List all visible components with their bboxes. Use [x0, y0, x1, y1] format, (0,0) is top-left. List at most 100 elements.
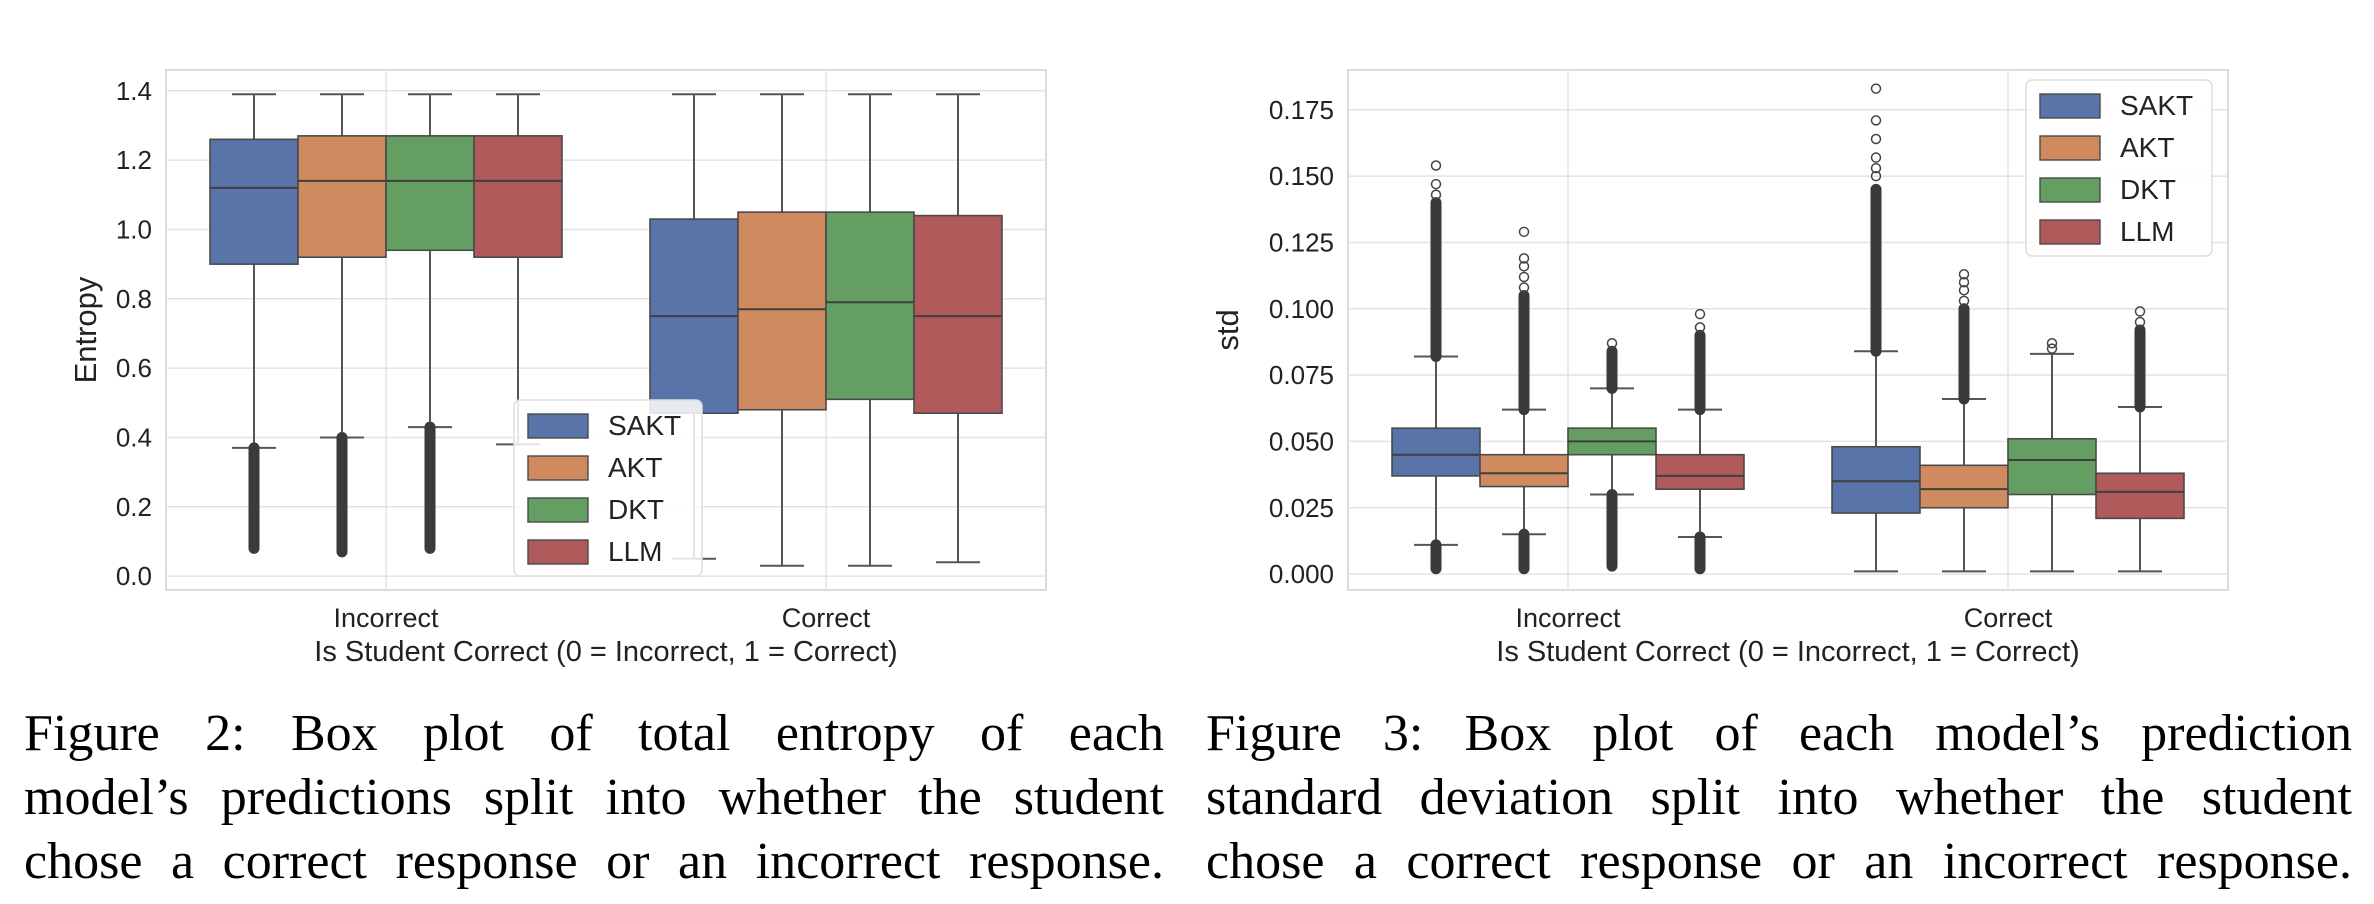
box-dkt-correct [2007, 338, 2097, 573]
caption-line: chose a correct response or an incorrect… [24, 833, 1164, 890]
x-tick-label: Incorrect [333, 603, 439, 633]
outlier-point [1430, 189, 1442, 200]
box-llm-correct [913, 93, 1003, 564]
outlier-point [1518, 253, 1530, 264]
outlier-point [1870, 170, 1882, 182]
outlier-point [1606, 338, 1618, 349]
legend-swatch-sakt [527, 413, 589, 439]
outlier-point [1870, 115, 1882, 126]
x-axis-label: Is Student Correct (0 = Incorrect, 1 = C… [1496, 636, 2079, 668]
y-tick-label: 1.0 [116, 214, 152, 244]
caption-line: model’s predictions split into whether t… [24, 769, 1164, 826]
caption-line: Figure 2: Box plot of total entropy of e… [24, 705, 1164, 762]
outlier-point [2134, 306, 2146, 317]
iqr-box [2095, 472, 2185, 520]
outlier-point [1870, 83, 1882, 94]
iqr-box [825, 211, 915, 401]
y-tick-label: 0.2 [116, 492, 152, 522]
y-axis-label: Entropy [68, 276, 103, 383]
box-dkt-incorrect [1567, 338, 1657, 572]
x-tick-label: Correct [782, 603, 871, 633]
legend-swatch-sakt [2039, 93, 2101, 119]
iqr-box [1391, 427, 1481, 477]
y-tick-label: 0.0 [116, 561, 152, 591]
y-tick-label: 0.100 [1269, 294, 1334, 324]
box-llm-correct [2095, 306, 2185, 573]
std-box-plot: 0.000 0.025 0.050 0.075 0.100 0.125 0.150 0.175… [1210, 69, 2229, 668]
iqr-box [2007, 437, 2097, 496]
y-tick-label: 0.075 [1269, 360, 1334, 390]
outlier-point [1958, 276, 1970, 288]
outlier-point [1430, 160, 1442, 171]
iqr-box [473, 135, 563, 259]
outlier-point [1870, 162, 1882, 174]
legend-swatch-dkt [527, 497, 589, 523]
x-tick-label: Incorrect [1515, 603, 1621, 633]
std-figure: 0.000 0.025 0.050 0.075 0.100 0.125 0.150 0.175… [1180, 0, 2374, 904]
box-dkt-incorrect [385, 93, 475, 554]
legend-label-sakt: SAKT [608, 410, 681, 441]
y-tick-label: 0.125 [1269, 227, 1334, 257]
y-tick-label: 0.175 [1269, 95, 1334, 125]
y-tick-label: 1.2 [116, 145, 152, 175]
legend-swatch-llm [527, 539, 589, 565]
y-axis-label: std [1210, 309, 1245, 350]
legend-label-akt: AKT [2120, 132, 2174, 163]
outlier-point [1870, 133, 1882, 145]
box-sakt-incorrect [209, 93, 299, 554]
y-tick-label: 0.150 [1269, 161, 1334, 191]
iqr-box [1655, 453, 1745, 490]
y-tick-label: 0.6 [116, 353, 152, 383]
iqr-box [297, 135, 387, 259]
legend-label-llm: LLM [2120, 216, 2174, 247]
iqr-box [913, 214, 1003, 415]
x-axis-label: Is Student Correct (0 = Incorrect, 1 = C… [314, 636, 897, 668]
iqr-box [1831, 445, 1921, 514]
y-tick-label: 0.4 [116, 422, 152, 452]
iqr-box [1479, 453, 1569, 488]
outlier-point [2046, 338, 2058, 349]
y-tick-label: 0.8 [116, 284, 152, 314]
caption-line: chose a correct response or an incorrect… [1206, 833, 2352, 890]
legend-label-llm: LLM [608, 536, 662, 567]
legend-label-sakt: SAKT [2120, 90, 2193, 121]
legend-swatch-akt [527, 455, 589, 481]
legend-frame [513, 399, 703, 577]
outlier-point [1958, 284, 1970, 296]
outlier-point [2046, 343, 2058, 354]
box-llm-incorrect [473, 93, 563, 446]
caption-line: standard deviation split into whether th… [1206, 769, 2352, 826]
outlier-point [1958, 295, 1970, 307]
legend: SAKT AKT DKT LLM [513, 399, 703, 577]
entropy-figure: 0.0 0.2 0.4 0.6 0.8 1.0 1.2 1.4 Incorrect Correct… [0, 0, 1180, 904]
box-akt-incorrect [297, 93, 387, 558]
entropy-box-plot: 0.0 0.2 0.4 0.6 0.8 1.0 1.2 1.4 Incorrect Correct… [68, 69, 1047, 668]
legend-swatch-akt [2039, 135, 2101, 161]
iqr-box [385, 135, 475, 252]
outlier-point [1518, 271, 1530, 283]
box-akt-incorrect [1479, 226, 1569, 575]
legend-label-dkt: DKT [608, 494, 664, 525]
outlier-point [1518, 226, 1530, 238]
outlier-point [1518, 282, 1530, 293]
box-sakt-incorrect [1391, 160, 1481, 575]
outlier-point [1694, 308, 1706, 320]
box-dkt-correct [825, 93, 915, 567]
x-tick-label: Correct [1964, 603, 2053, 633]
legend-label-dkt: DKT [2120, 174, 2176, 205]
box-sakt-correct [1831, 83, 1921, 573]
box-llm-incorrect [1655, 308, 1745, 575]
figure-2-caption: Figure 2: Box plot of total entropy of e… [24, 702, 1164, 894]
outlier-point [1870, 152, 1882, 163]
y-tick-label: 0.050 [1269, 426, 1334, 456]
y-tick-label: 1.4 [116, 76, 152, 106]
box-akt-correct [737, 93, 827, 567]
y-tick-label: 0.000 [1269, 559, 1334, 589]
figure-3-caption: Figure 3: Box plot of each model’s predi… [1206, 702, 2352, 894]
iqr-box [1919, 464, 2009, 509]
outlier-point [1518, 261, 1530, 272]
legend-swatch-dkt [2039, 177, 2101, 203]
legend-label-akt: AKT [608, 452, 662, 483]
legend-frame [2025, 79, 2213, 257]
outlier-point [1958, 269, 1970, 280]
